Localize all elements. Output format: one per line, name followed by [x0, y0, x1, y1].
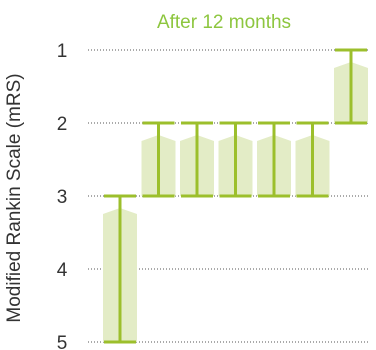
y-tick-label: 5: [57, 333, 68, 350]
bar-2: [141, 121, 176, 198]
y-tick-label: 4: [57, 260, 68, 281]
y-tick-label: 1: [57, 41, 68, 62]
bar-5: [257, 121, 291, 198]
bar-6: [295, 121, 330, 198]
bars: [103, 48, 368, 344]
bar-3: [180, 121, 214, 198]
chart-title: After 12 months: [157, 12, 291, 33]
bar-4: [218, 121, 253, 198]
bar-1: [103, 194, 137, 344]
y-tick-label: 3: [57, 187, 68, 208]
bar-7: [334, 48, 368, 125]
y-axis-label: Modified Rankin Scale (mRS): [4, 73, 25, 322]
y-tick-labels: 1 2 3 4 5: [57, 41, 68, 350]
y-tick-label: 2: [57, 114, 68, 135]
